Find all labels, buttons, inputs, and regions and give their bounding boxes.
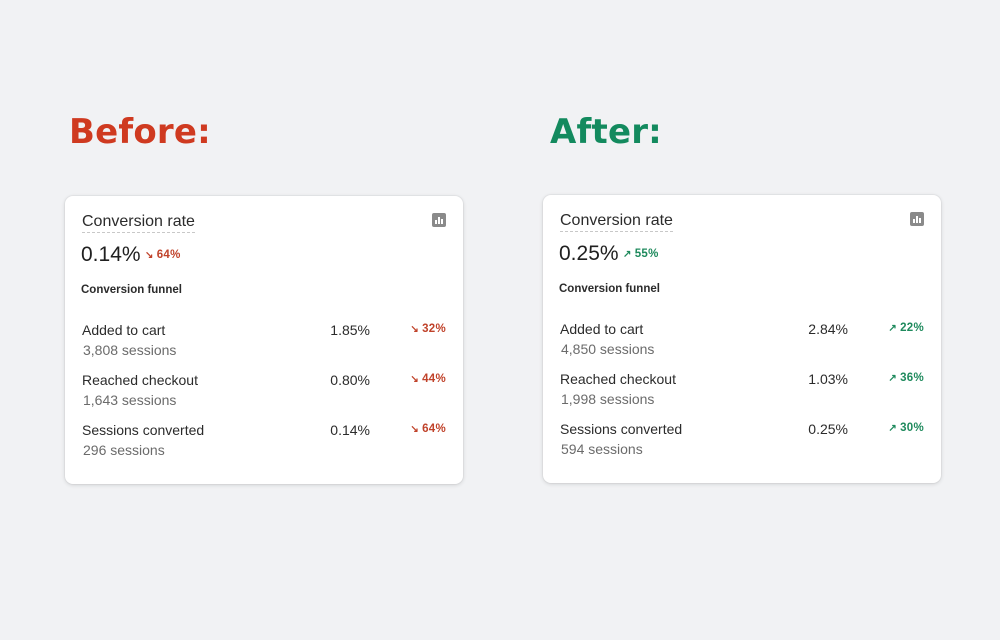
card-title[interactable]: Conversion rate — [82, 213, 195, 233]
row-delta: ↗ 22% — [888, 322, 924, 334]
conversion-rate-value: 0.14% — [81, 243, 141, 266]
arrow-up-right-icon: ↗ — [888, 373, 898, 384]
arrow-down-right-icon: ↘ — [145, 250, 154, 261]
row-sessions: 1,998 sessions — [561, 391, 655, 407]
row-label: Added to cart — [82, 322, 166, 338]
row-pct: 1.03% — [808, 371, 848, 387]
arrow-down-right-icon: ↘ — [410, 324, 420, 335]
row-label: Reached checkout — [82, 372, 198, 388]
row-pct: 0.80% — [330, 372, 370, 388]
funnel-row: Sessions converted 594 sessions 0.25% ↗ 3… — [543, 421, 941, 465]
row-pct: 2.84% — [808, 321, 848, 337]
row-delta: ↘ 64% — [410, 423, 446, 435]
funnel-row: Added to cart 3,808 sessions 1.85% ↘ 32% — [65, 322, 463, 366]
funnel-label: Conversion funnel — [559, 283, 660, 295]
row-delta: ↘ 44% — [410, 373, 446, 385]
before-heading: Before: — [69, 112, 211, 152]
bar-chart-icon[interactable] — [432, 213, 446, 227]
funnel-label: Conversion funnel — [81, 284, 182, 296]
row-label: Added to cart — [560, 321, 644, 337]
arrow-up-right-icon: ↗ — [888, 423, 898, 434]
row-sessions: 4,850 sessions — [561, 341, 655, 357]
row-delta: ↗ 36% — [888, 372, 924, 384]
row-pct: 0.14% — [330, 422, 370, 438]
row-sessions: 594 sessions — [561, 441, 643, 457]
before-conversion-card: Conversion rate 0.14% ↘ 64% Conversion fu… — [65, 196, 463, 484]
funnel-row: Reached checkout 1,998 sessions 1.03% ↗ 3… — [543, 371, 941, 415]
row-pct: 1.85% — [330, 322, 370, 338]
row-sessions: 296 sessions — [83, 442, 165, 458]
row-pct: 0.25% — [808, 421, 848, 437]
arrow-down-right-icon: ↘ — [410, 374, 420, 385]
funnel-row: Reached checkout 1,643 sessions 0.80% ↘ 4… — [65, 372, 463, 416]
conversion-rate-delta: ↘ 64% — [145, 249, 181, 261]
arrow-down-right-icon: ↘ — [410, 424, 420, 435]
row-sessions: 3,808 sessions — [83, 342, 177, 358]
after-conversion-card: Conversion rate 0.25% ↗ 55% Conversion fu… — [543, 195, 941, 483]
arrow-up-right-icon: ↗ — [888, 323, 898, 334]
row-sessions: 1,643 sessions — [83, 392, 177, 408]
arrow-up-right-icon: ↗ — [623, 249, 632, 260]
conversion-rate-delta: ↗ 55% — [623, 248, 659, 260]
conversion-rate-value: 0.25% — [559, 242, 619, 265]
bar-chart-icon[interactable] — [910, 212, 924, 226]
row-delta: ↗ 30% — [888, 422, 924, 434]
row-label: Reached checkout — [560, 371, 676, 387]
funnel-row: Sessions converted 296 sessions 0.14% ↘ 6… — [65, 422, 463, 466]
after-heading: After: — [550, 112, 662, 152]
row-delta: ↘ 32% — [410, 323, 446, 335]
card-title[interactable]: Conversion rate — [560, 212, 673, 232]
row-label: Sessions converted — [82, 422, 205, 438]
funnel-row: Added to cart 4,850 sessions 2.84% ↗ 22% — [543, 321, 941, 365]
row-label: Sessions converted — [560, 421, 683, 437]
